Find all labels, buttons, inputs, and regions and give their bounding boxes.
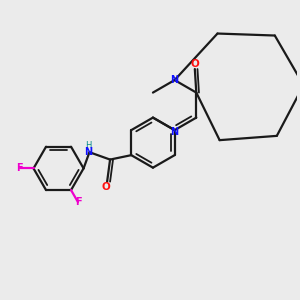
Text: O: O: [190, 59, 199, 69]
Text: F: F: [75, 197, 81, 207]
Text: N: N: [84, 147, 92, 157]
Text: N: N: [171, 75, 179, 85]
Text: N: N: [171, 127, 179, 136]
Text: O: O: [101, 182, 110, 192]
Text: F: F: [16, 164, 23, 173]
Text: H: H: [85, 141, 91, 150]
